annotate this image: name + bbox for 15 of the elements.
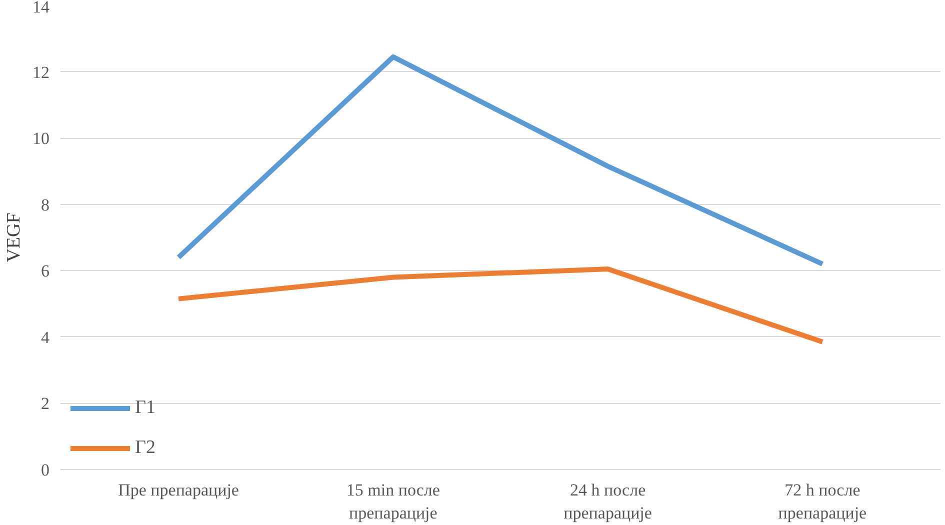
y-tick-label: 14 (32, 0, 50, 16)
legend-label: Г1 (135, 397, 156, 419)
x-tick-label: Пре препарације (118, 480, 239, 500)
x-tick-label: 24 h после препарације (564, 480, 652, 522)
y-tick-label: 12 (32, 62, 50, 82)
legend-label: Г2 (135, 437, 156, 459)
y-tick-label: 6 (41, 262, 50, 281)
y-axis-title: VEGF (4, 212, 24, 262)
y-tick-label: 10 (32, 129, 50, 148)
x-tick-label: 72 h после препарације (778, 480, 867, 522)
y-tick-label: 8 (41, 195, 50, 214)
x-tick-label: 15 min после препарације (346, 480, 440, 522)
y-tick-label: 4 (41, 328, 50, 347)
y-tick-label: 0 (41, 460, 50, 480)
y-tick-label: 2 (41, 394, 50, 414)
